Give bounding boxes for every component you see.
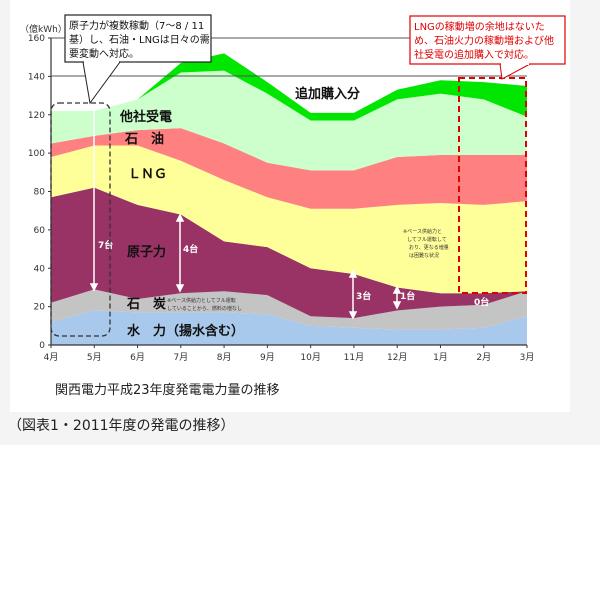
- y-tick-label: 20: [34, 303, 46, 313]
- x-tick-label: 7月: [173, 352, 188, 363]
- area-series-3: [51, 145, 527, 294]
- x-tick-label: 2月: [476, 352, 491, 363]
- x-tick-label: 3月: [520, 352, 535, 363]
- figure-caption: （図表1・2011年度の発電の推移）: [8, 418, 235, 434]
- x-tick-label: 1月: [433, 352, 448, 363]
- highlight-box-feb-mar: [458, 77, 527, 294]
- lng-note-line2: してフル運転して: [407, 237, 447, 243]
- units-0: 0台: [474, 296, 489, 308]
- lng-note-line1: ※ベース供給力と: [403, 228, 442, 235]
- x-tick-label: 6月: [130, 352, 145, 363]
- callout-left: [64, 14, 212, 63]
- label-nuclear: 原子力: [127, 244, 166, 260]
- area-series-0: [51, 310, 527, 345]
- y-tick-label: 120: [28, 111, 45, 121]
- x-tick-label: 9月: [260, 352, 275, 363]
- units-1: 1台: [400, 290, 415, 302]
- coal-note-line2: していることから、燃料の増なし: [167, 305, 242, 312]
- callout-left-line1: 原子力が複数稼動（7～8 / 11: [69, 19, 204, 32]
- area-series-4: [51, 128, 527, 209]
- area-series-5: [51, 70, 527, 171]
- y-tick-label: 0: [39, 341, 45, 351]
- label-oil: 石 油: [124, 131, 164, 147]
- units-4: 4台: [183, 243, 198, 255]
- units-7: 7台: [98, 239, 113, 251]
- chart-title: 関西電力平成23年度発電電力量の推移: [55, 382, 280, 398]
- y-tick-label: 100: [28, 149, 45, 159]
- coal-note-line1: ※ベース供給力としてフル運転: [167, 297, 236, 304]
- callout-left-line3: 要変動へ対応。: [69, 47, 139, 60]
- area-series-6: [51, 53, 527, 121]
- units-3: 3台: [356, 290, 371, 302]
- label-additional-purchase: 追加購入分: [295, 86, 360, 102]
- y-tick-label: 140: [28, 72, 45, 82]
- y-tick-label: 160: [28, 34, 45, 44]
- area-series-1: [51, 289, 527, 330]
- y-tick-label: 60: [34, 226, 46, 236]
- callout-right-line2: め、石油火力の稼動増および他: [414, 34, 554, 47]
- lng-note-line3: おり、更なる増量: [409, 244, 449, 251]
- callout-left-line2: 基）し、石油・LNGは日々の需: [69, 33, 210, 46]
- x-tick-label: 12月: [387, 352, 407, 363]
- y-tick-label: 40: [34, 264, 46, 274]
- label-hydro: 水 力（揚水含む）: [127, 323, 244, 339]
- highlight-box-apr-may: [50, 102, 111, 337]
- x-tick-label: 11月: [344, 352, 364, 363]
- lng-note-line4: は困難な状況: [409, 252, 439, 259]
- y-axis-label: （億kWh）: [20, 23, 67, 35]
- callout-right-line1: LNGの稼動増の余地はないた: [414, 20, 545, 33]
- x-tick-label: 4月: [44, 352, 59, 363]
- callout-right: [409, 15, 566, 65]
- label-other-utilities: 他社受電: [119, 109, 172, 125]
- callout-right-line3: 社受電の追加購入で対応。: [414, 48, 534, 61]
- label-lng: ＬＮＧ: [128, 167, 167, 182]
- x-tick-label: 5月: [87, 352, 102, 363]
- x-tick-label: 10月: [300, 352, 320, 363]
- area-series-2: [51, 187, 527, 319]
- x-tick-label: 8月: [217, 352, 232, 363]
- y-tick-label: 80: [34, 188, 46, 198]
- label-coal: 石 炭: [126, 296, 166, 312]
